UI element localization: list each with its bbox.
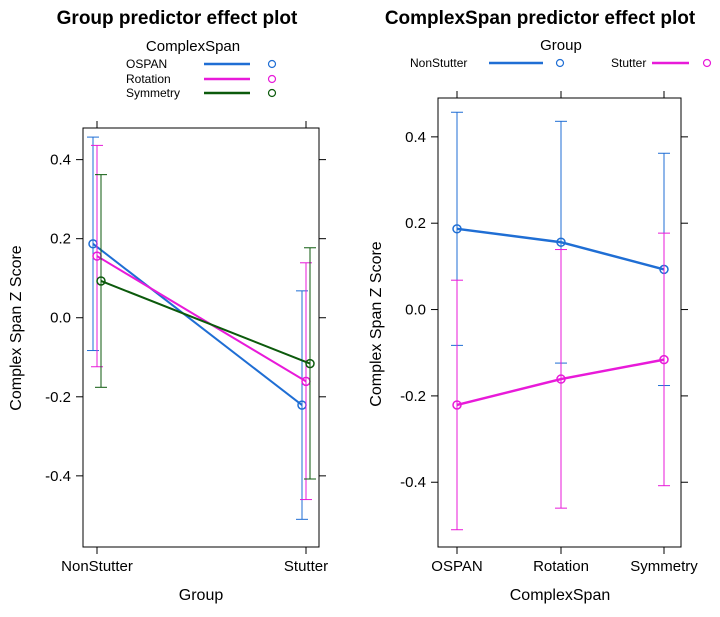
left-y-tick-label: 0.4	[50, 152, 71, 169]
right-data-point	[556, 374, 566, 384]
left-y-tick-label: -0.2	[45, 389, 71, 406]
right-data-point	[659, 354, 669, 365]
right-x-tick-label: Rotation	[533, 558, 589, 575]
right-y-tick-label: -0.2	[400, 388, 426, 405]
right-series-line	[456, 358, 665, 407]
left-plot-frame	[82, 127, 320, 548]
left-y-tick-label: 0.0	[50, 310, 71, 327]
right-y-tick-label: -0.4	[400, 474, 426, 491]
right-x-axis-label: ComplexSpan	[510, 587, 611, 604]
right-series-line	[456, 227, 665, 271]
legend-point-swatch	[267, 59, 277, 69]
left-y-tick-label: -0.4	[45, 468, 71, 485]
legend-entry-label: Stutter	[611, 56, 646, 70]
left-y-tick-label: 0.2	[50, 231, 71, 248]
legend-point-swatch	[267, 88, 277, 98]
left-x-tick-label: NonStutter	[61, 558, 133, 575]
left-series-line	[100, 280, 311, 365]
right-legend: NonStutter Stutter	[410, 56, 712, 70]
legend-entry-label: Rotation	[126, 72, 171, 86]
right-y-axis-label: Complex Span Z Score	[368, 241, 385, 407]
legend-entry-label: Symmetry	[126, 86, 180, 100]
left-data-point	[305, 358, 315, 369]
legend-point-swatch	[555, 58, 565, 68]
left-x-axis-label: Group	[179, 587, 224, 604]
left-plot-area: -0.4 -0.2 0.0 0.2 0.4 NonStutter Stutter	[45, 121, 328, 575]
left-y-axis-label: Complex Span Z Score	[8, 245, 25, 411]
legend-point-swatch	[267, 74, 277, 84]
right-data-point	[556, 237, 566, 247]
right-legend-title: Group	[540, 37, 582, 54]
right-data-point	[452, 224, 462, 234]
right-x-tick-label: OSPAN	[431, 558, 482, 575]
right-plot-area: -0.4 -0.2 0.0 0.2 0.4 OSPAN Rotation Symmetry	[400, 91, 698, 575]
right-y-tick-label: 0.4	[405, 129, 426, 146]
legend-entry-label: NonStutter	[410, 56, 467, 70]
left-data-point	[96, 276, 106, 286]
legend-point-swatch	[702, 58, 712, 68]
left-x-tick-label: Stutter	[284, 558, 328, 575]
right-y-tick-label: 0.2	[405, 215, 426, 232]
right-y-tick-label: 0.0	[405, 302, 426, 319]
left-legend-title: ComplexSpan	[146, 38, 240, 55]
legend-entry-label: OSPAN	[126, 57, 167, 71]
left-series-line	[92, 243, 303, 406]
right-data-point	[452, 400, 462, 410]
right-plot-frame	[437, 97, 682, 548]
right-chart-title: ComplexSpan predictor effect plot	[385, 8, 696, 29]
left-series-line	[96, 255, 307, 383]
left-chart-title: Group predictor effect plot	[57, 8, 298, 29]
right-x-tick-label: Symmetry	[630, 558, 698, 575]
